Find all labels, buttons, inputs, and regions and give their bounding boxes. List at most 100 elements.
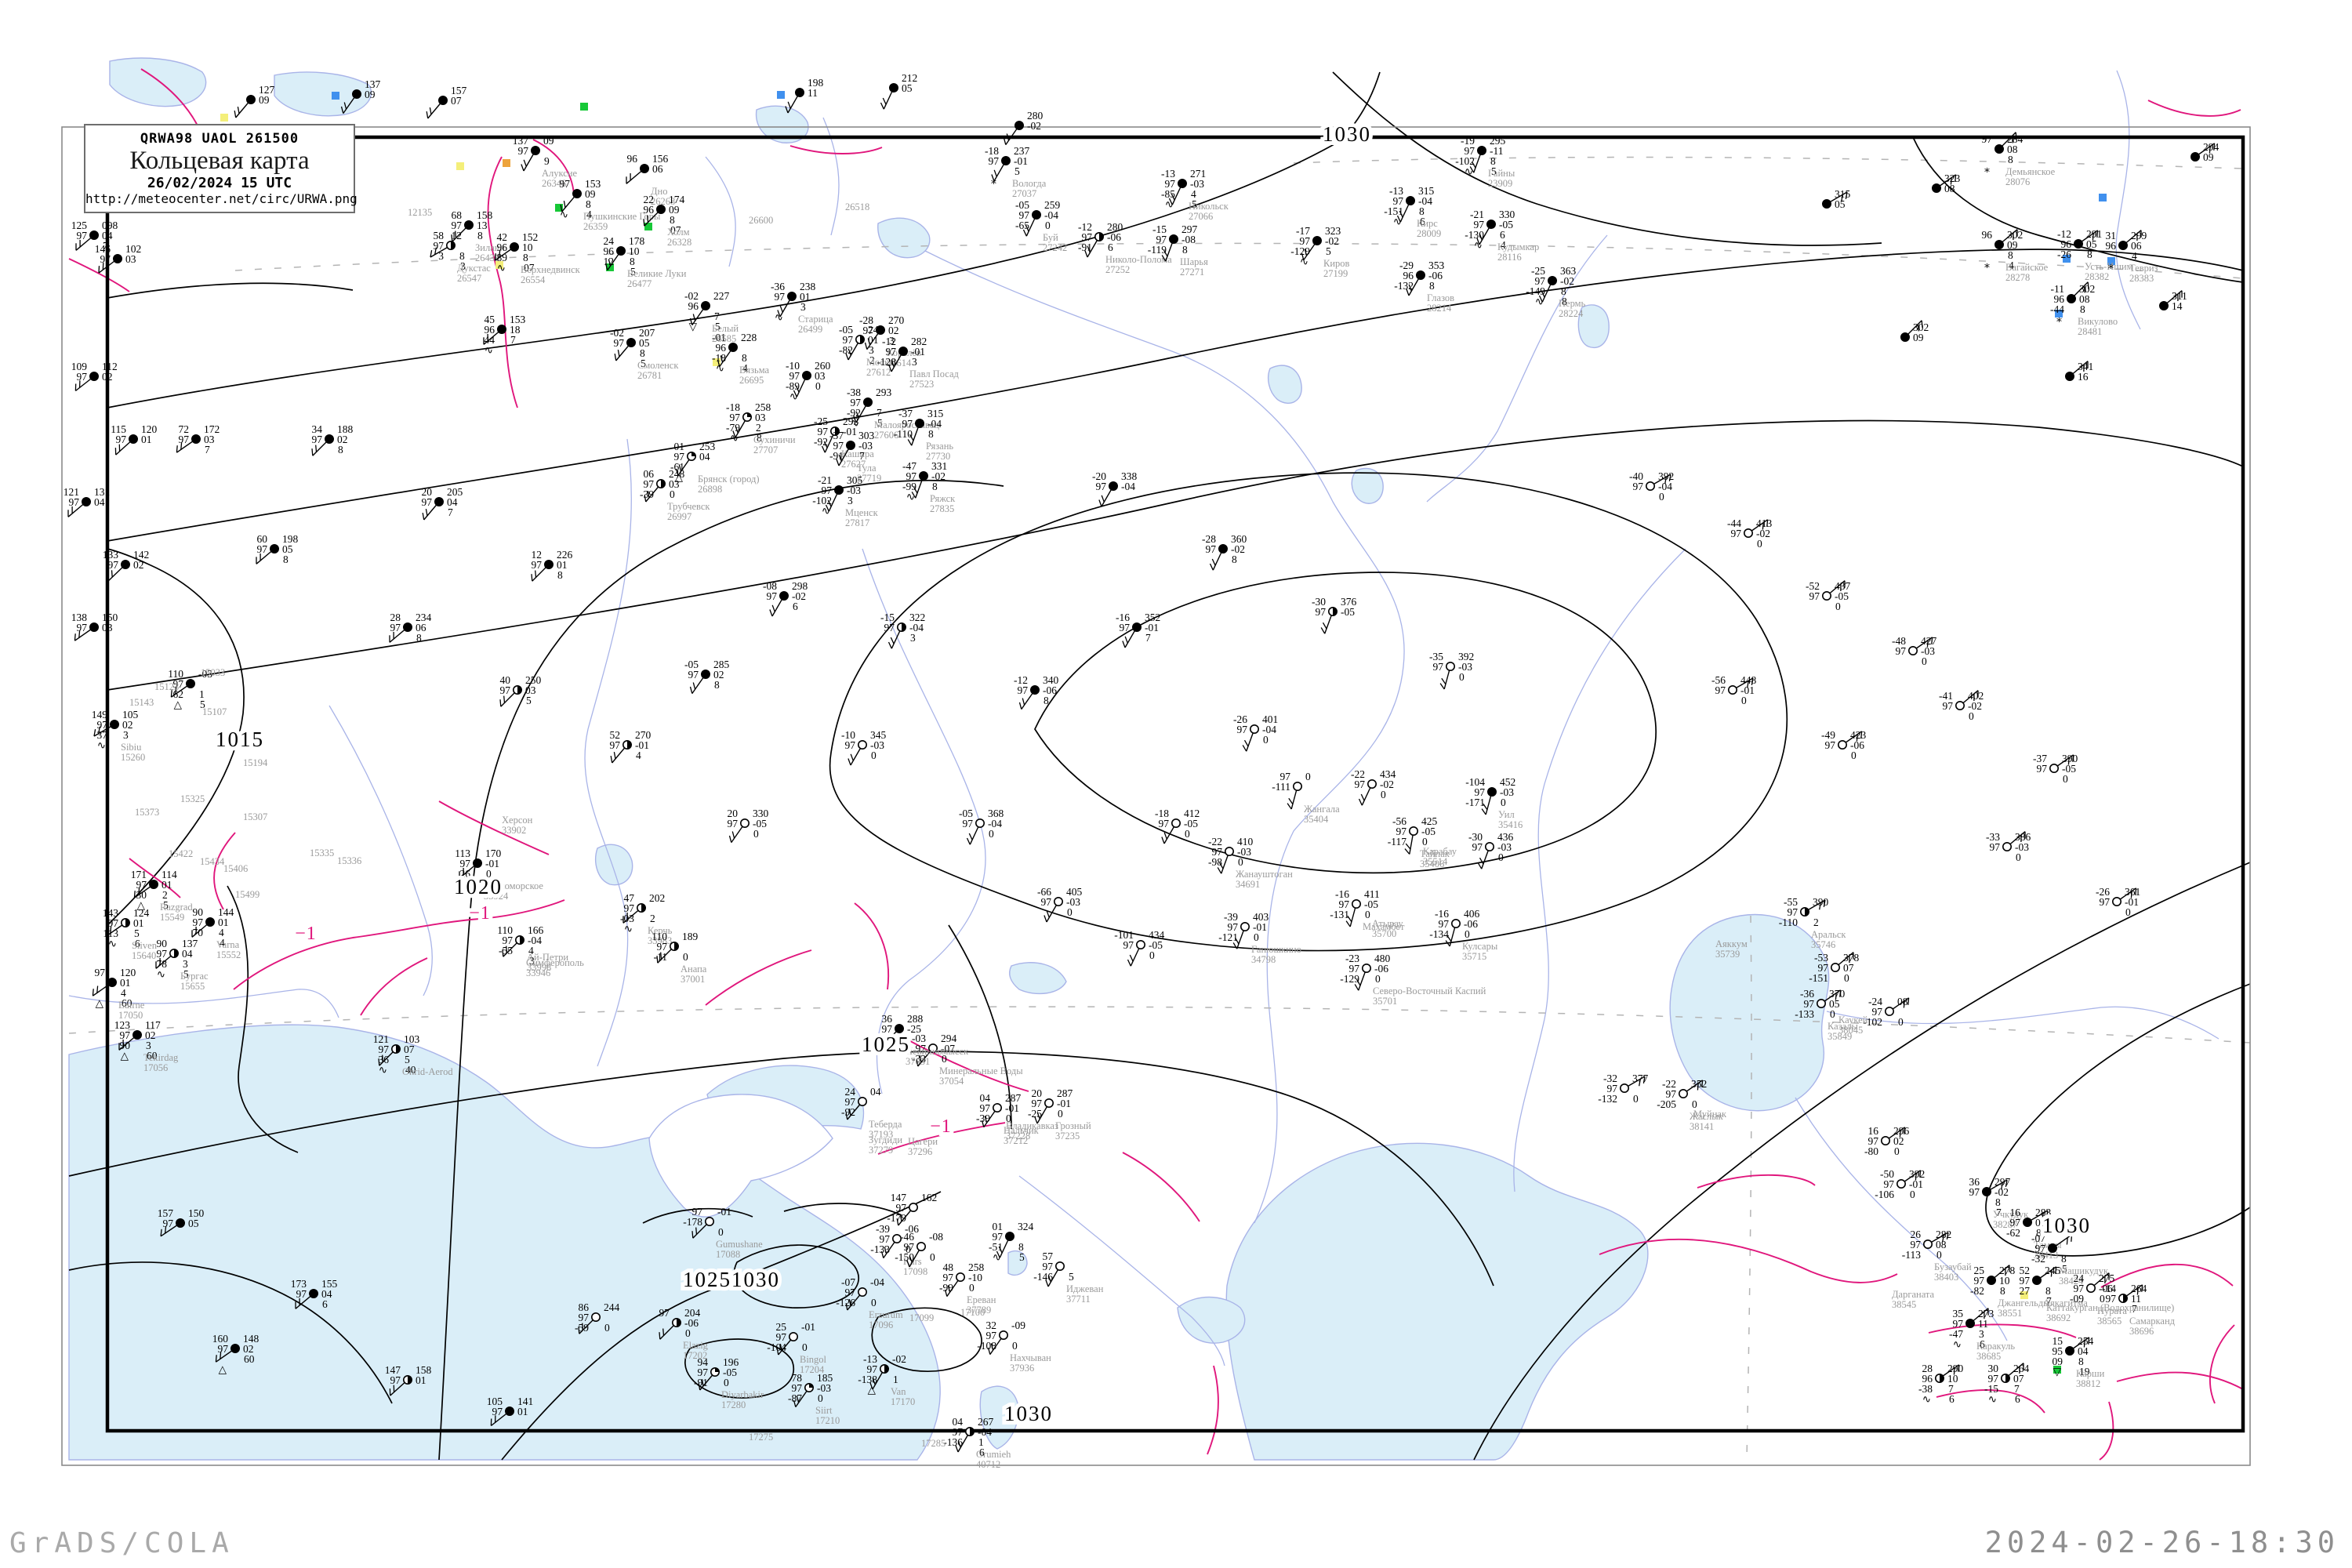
svg-text:-15: -15 [1984, 1383, 1998, 1395]
svg-text:-126: -126 [836, 1297, 855, 1308]
svg-text:97: 97 [1974, 1275, 1985, 1287]
svg-text:97: 97 [1123, 939, 1134, 951]
svg-text:-02: -02 [684, 290, 699, 302]
svg-text:-99: -99 [939, 1282, 953, 1294]
station-circle [701, 670, 710, 679]
svg-text:-04: -04 [1044, 209, 1058, 221]
svg-text:45: 45 [485, 314, 495, 325]
svg-text:05: 05 [2086, 238, 2097, 250]
station-id: 17050 [118, 1010, 143, 1021]
svg-text:0: 0 [1936, 1249, 1942, 1261]
station-name: Tekirdag [143, 1052, 179, 1063]
outer-border [61, 126, 2251, 1466]
svg-text:287: 287 [1057, 1087, 1073, 1099]
svg-text:97: 97 [503, 935, 514, 946]
station-name: Рязань [926, 441, 953, 452]
svg-text:-01: -01 [843, 426, 857, 437]
station-circle [919, 471, 928, 481]
svg-text:-01: -01 [1014, 155, 1028, 167]
station-circle [795, 88, 804, 97]
station-id: 34691 [1236, 879, 1260, 890]
station-circle [892, 1234, 902, 1243]
svg-text:401: 401 [1262, 713, 1278, 725]
station-circle [846, 441, 855, 450]
svg-text:3: 3 [123, 729, 129, 741]
svg-text:97: 97 [1393, 195, 1404, 207]
svg-text:40: 40 [500, 674, 511, 686]
station-circle [909, 1203, 918, 1212]
station-circle [1250, 724, 1259, 734]
station-id: 37193 [869, 1129, 893, 1140]
svg-text:-05: -05 [1835, 590, 1849, 602]
svg-text:185: 185 [817, 1372, 833, 1384]
station-circle [352, 89, 361, 99]
svg-text:97: 97 [1804, 998, 1815, 1010]
svg-text:3: 3 [183, 958, 188, 970]
svg-text:-117: -117 [1388, 836, 1406, 848]
svg-text:303: 303 [858, 430, 875, 441]
svg-text:97: 97 [1868, 1135, 1879, 1147]
station-circle [1109, 481, 1118, 491]
svg-text:3: 3 [146, 1040, 151, 1051]
svg-text:-25: -25 [1028, 1108, 1042, 1120]
svg-text:97: 97 [1475, 786, 1486, 798]
station-id: 26898 [698, 484, 722, 495]
svg-text:322: 322 [909, 612, 925, 623]
svg-text:35: 35 [1953, 1308, 1964, 1319]
svg-text:02: 02 [888, 325, 899, 336]
svg-text:0: 0 [1498, 851, 1504, 863]
svg-text:5: 5 [641, 358, 646, 369]
svg-text:245: 245 [2045, 1265, 2061, 1276]
station-name: Gumushane [716, 1239, 763, 1250]
svg-text:28: 28 [390, 612, 401, 623]
svg-text:353: 353 [1428, 260, 1445, 271]
svg-text:36: 36 [379, 1054, 390, 1065]
svg-text:04: 04 [953, 1416, 964, 1428]
station-circle [1817, 999, 1826, 1008]
station-name: Киров [1323, 258, 1350, 269]
svg-text:02: 02 [713, 669, 724, 681]
svg-text:-01: -01 [712, 332, 726, 343]
station-name: Павл Посад [909, 368, 960, 379]
station-circle [2065, 1346, 2074, 1356]
map-label: 15336 [337, 855, 361, 866]
svg-text:110: 110 [652, 931, 667, 942]
station-circle [121, 560, 130, 569]
station-id: 28009 [1417, 228, 1441, 239]
svg-text:212: 212 [902, 72, 917, 84]
svg-text:153: 153 [510, 314, 526, 325]
svg-text:0: 0 [1465, 928, 1470, 940]
precip-marker-yellow [713, 358, 720, 366]
svg-text:97: 97 [257, 543, 268, 555]
svg-text:392: 392 [1658, 470, 1674, 482]
svg-text:97: 97 [1990, 841, 2001, 853]
svg-text:7: 7 [103, 240, 108, 252]
svg-text:38692: 38692 [2046, 1312, 2071, 1323]
svg-text:04: 04 [94, 496, 105, 508]
station-id: 35849 [1828, 1031, 1852, 1042]
station-id: 33924 [484, 891, 509, 902]
svg-text:0: 0 [670, 488, 675, 500]
svg-text:35700: 35700 [1372, 928, 1396, 939]
map-label: 15406 [223, 863, 248, 874]
station-name: Дно [651, 186, 667, 197]
svg-text:52: 52 [2020, 1265, 2031, 1276]
station-circle [1982, 1187, 1991, 1196]
svg-text:7: 7 [2046, 1295, 2052, 1307]
station-id: 38685 [1976, 1351, 2001, 1362]
weather-symbol: ∗ [1984, 164, 1991, 176]
svg-text:253: 253 [699, 441, 716, 452]
station-circle [802, 371, 811, 380]
svg-text:146: 146 [95, 243, 111, 255]
svg-text:297: 297 [1181, 223, 1198, 235]
